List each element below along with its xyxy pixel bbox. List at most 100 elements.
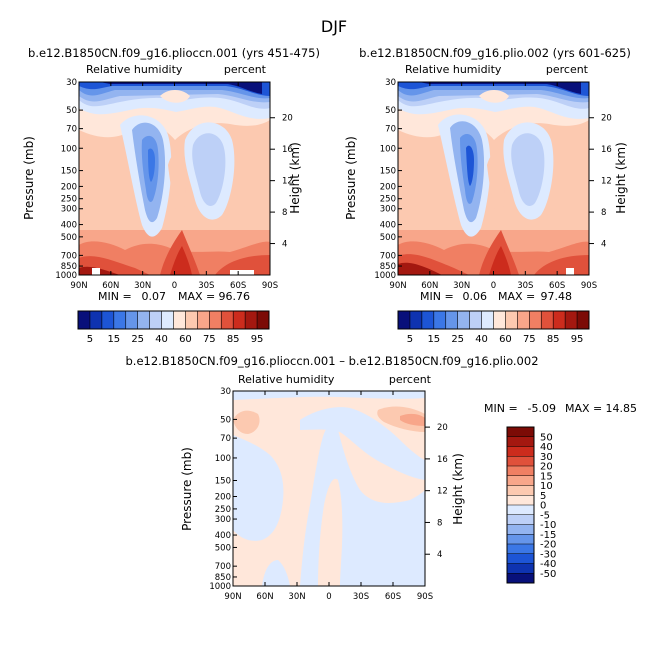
y-tick-label: 500 <box>61 233 77 243</box>
colorbar-swatch <box>221 311 234 329</box>
max-value: 97.48 <box>541 290 573 303</box>
colorbar-swatch <box>421 311 435 329</box>
min-value: 0.07 <box>142 290 167 303</box>
tropopause-pale-bump <box>160 90 190 103</box>
colorbar-swatch <box>409 311 423 329</box>
colorbar-swatch <box>493 311 506 329</box>
upper-blue-3 <box>79 82 270 99</box>
colorbar-label: -5 <box>540 510 550 521</box>
y-tick-label: 1000 <box>55 271 77 281</box>
colorbar-swatch <box>517 311 530 329</box>
x-tick-label: 60N <box>421 281 438 291</box>
y2-tick-label: 12 <box>282 177 293 187</box>
units-label: percent <box>389 373 432 386</box>
colorbar-swatch <box>565 311 578 329</box>
lower-band-darkest-eq <box>489 246 511 275</box>
y-tick-label: 50 <box>220 415 231 425</box>
negative-region-west <box>233 435 284 541</box>
colorbar-swatch <box>507 505 534 516</box>
upper-blue-3 <box>398 82 589 99</box>
colorbar-swatch <box>445 311 458 329</box>
y-tick-label: 700 <box>61 251 77 261</box>
colorbar-label: 30 <box>540 452 553 463</box>
y-axis-label: Pressure (mb) <box>344 136 358 220</box>
colorbar-label: 95 <box>251 334 264 345</box>
x-tick-label: 90S <box>262 281 278 291</box>
colorbar-swatch <box>507 475 534 486</box>
y-tick-label: 150 <box>215 477 231 487</box>
surface-mask <box>566 268 574 275</box>
colorbar-label: 85 <box>547 334 560 345</box>
y-tick-label: 70 <box>385 125 396 135</box>
upper-blue-4 <box>398 82 589 96</box>
y2-tick-label: 20 <box>601 114 612 124</box>
y2-tick-label: 20 <box>282 114 293 124</box>
colorbar-swatch <box>89 311 103 329</box>
subtropic-dry-south-2 <box>511 133 545 206</box>
colorbar-swatch <box>507 466 534 477</box>
x-tick-label: 60N <box>102 281 119 291</box>
y-tick-label: 70 <box>220 434 231 444</box>
y2-axis-label: Height (km) <box>614 142 628 213</box>
contour-field <box>398 82 589 275</box>
min-label: MIN = <box>484 402 518 415</box>
y2-axis-label: Height (km) <box>451 453 465 524</box>
subtropic-dry-north-core <box>466 145 474 186</box>
min-value: 0.06 <box>463 290 488 303</box>
colorbar: 5 15 25 40 60 75 85 95 <box>397 310 590 345</box>
y-tick-label: 30 <box>385 78 396 88</box>
colorbar-label: 25 <box>451 334 464 345</box>
field-label: Relative humidity <box>238 373 335 386</box>
y-tick-label: 250 <box>215 505 231 515</box>
y-tick-label: 1000 <box>374 271 396 281</box>
colorbar-swatch <box>507 534 534 545</box>
eq-moist-tongue <box>487 153 505 230</box>
y-tick-label: 1000 <box>209 582 231 592</box>
colorbar-swatch <box>233 311 246 329</box>
y-tick-label: 150 <box>380 167 396 177</box>
colorbar-swatch <box>507 573 534 584</box>
colorbar-label: -40 <box>540 559 556 570</box>
max-label: MAX = <box>178 290 215 303</box>
y-tick-label: 200 <box>61 182 77 192</box>
y-tick-label: 500 <box>215 543 231 553</box>
colorbar-label: 10 <box>540 481 553 492</box>
y-tick-label: 850 <box>61 262 77 272</box>
colorbar-label: 85 <box>227 334 240 345</box>
x-tick-label: 0 <box>172 281 177 291</box>
x-tick-label: 90N <box>70 281 87 291</box>
colorbar-swatch <box>433 311 447 329</box>
lower-band-darkest-eq <box>170 246 192 275</box>
negative-lower-west <box>262 560 290 586</box>
contour-field <box>79 82 270 275</box>
colorbar-swatch <box>185 311 198 329</box>
y2-tick-label: 20 <box>437 423 448 433</box>
y2-tick-label: 8 <box>437 518 442 528</box>
lower-band-deeper-south <box>215 255 270 275</box>
y-tick-label: 850 <box>215 573 231 583</box>
colorbar-swatch <box>507 563 534 574</box>
y-tick-label: 150 <box>61 167 77 177</box>
x-tick-label: 60S <box>385 592 401 602</box>
y-tick-label: 700 <box>380 251 396 261</box>
min-value: -5.09 <box>528 402 556 415</box>
colorbar-swatch <box>507 485 534 496</box>
colorbar-swatch <box>553 311 566 329</box>
colorbar-swatch <box>125 311 138 329</box>
colorbar-swatch <box>541 311 554 329</box>
y-tick-label: 30 <box>220 387 231 397</box>
y-tick-label: 50 <box>385 106 396 116</box>
y-tick-label: 100 <box>61 144 77 154</box>
colorbar-label: 15 <box>427 334 440 345</box>
surface-mask <box>230 270 254 275</box>
panel-title: b.e12.B1850CN.f09_g16.plioccn.001 – b.e1… <box>125 354 538 368</box>
y2-tick-label: 8 <box>282 208 287 218</box>
x-tick-label: 0 <box>326 592 331 602</box>
colorbar-swatch <box>577 311 590 329</box>
min-label: MIN = <box>98 290 132 303</box>
colorbar-swatch <box>507 553 534 564</box>
colorbar-swatch <box>173 311 186 329</box>
tropopause-pale-bump <box>479 90 509 103</box>
y-tick-label: 50 <box>66 106 77 116</box>
